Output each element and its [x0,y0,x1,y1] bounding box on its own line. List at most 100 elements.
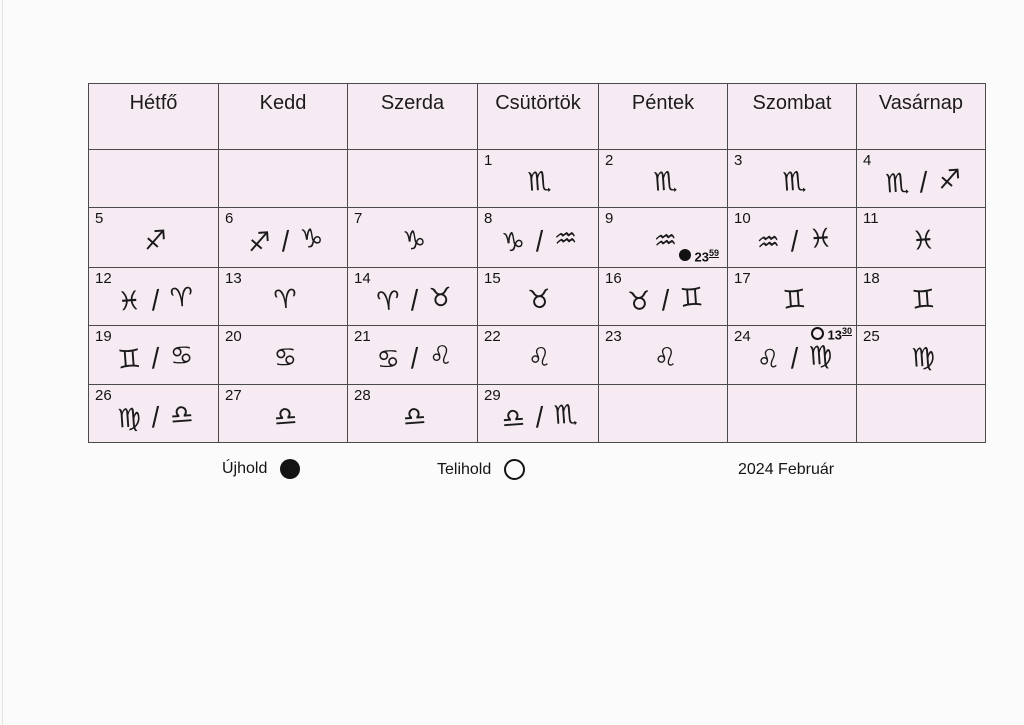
legend-new-moon: Újhold [222,459,301,479]
calendar-cell: 26 ♍ / ♎ [88,384,219,443]
zodiac-signs: ♈ [272,284,299,316]
zodiac-signs: ♑ / ♒ [500,223,580,259]
calendar-cell: 28 ♎ [347,384,478,443]
new-moon-label: Újhold [222,460,268,477]
calendar-cell: 15 ♉ [477,267,599,326]
weekday-header: Szombat [727,83,857,150]
day-number: 24 [734,328,751,345]
zodiac-signs: ♐ / ♑ [246,223,325,259]
calendar-cell [598,384,728,443]
zodiac-signs: ♎ / ♏ [500,399,580,435]
calendar-cell: 6 ♐ / ♑ [218,207,348,268]
day-number: 6 [225,210,234,227]
day-number: 16 [605,270,622,287]
day-number: 3 [734,152,743,169]
calendar-cell: 2 ♏ [598,149,728,208]
full-moon-icon [810,327,824,340]
zodiac-signs: ♏ [652,166,679,198]
day-number: 27 [225,387,242,404]
day-number: 29 [484,387,501,404]
day-number: 12 [95,270,112,287]
zodiac-signs: ♊ [910,284,937,316]
scan-edge-artifact [2,0,3,725]
weekday-header: Hétfő [88,83,219,150]
calendar-cell [856,384,986,443]
day-number: 18 [863,270,880,287]
calendar-cell: 16 ♉ / ♊ [598,267,728,326]
zodiac-signs: ♏ [527,166,554,198]
zodiac-signs: ♐ [142,225,170,257]
full-moon-icon [504,459,526,480]
day-number: 7 [354,210,363,227]
legend-full-moon: Telihold [437,459,526,480]
zodiac-signs: ♉ [527,284,554,316]
zodiac-signs: ♎ [272,401,299,433]
zodiac-signs: ♈ / ♉ [375,282,455,318]
calendar-cell: 27 ♎ [218,384,348,443]
day-number: 4 [863,152,872,169]
calendar-cell: 22 ♌ [477,325,599,385]
calendar-cell: 7 ♑ [347,207,478,268]
calendar-cell: 3 ♏ [727,149,857,208]
moon-time: 2359 [694,247,719,264]
calendar-cell: 21 ♋ / ♌ [347,325,478,385]
zodiac-signs: ♊ [781,284,808,316]
calendar-cell: 9 ♒ 2359 [598,207,728,268]
zodiac-signs: ♍ / ♎ [116,399,196,435]
zodiac-signs: ♌ [652,342,679,375]
zodiac-signs: ♒ [652,225,679,257]
day-number: 28 [354,387,371,404]
new-moon-annotation: 2359 [678,247,719,264]
zodiac-signs: ♌ / ♍ [755,340,834,377]
calendar-cell: 18 ♊ [856,267,986,326]
calendar-cell: 23 ♌ [598,325,728,385]
calendar-cell: 25 ♍ [856,325,986,385]
day-number: 20 [225,328,242,345]
month-title: 2024 Február [738,461,835,478]
zodiac-signs: ♍ [910,342,937,375]
day-number: 1 [484,152,493,169]
zodiac-signs: ♏ [781,166,808,198]
zodiac-signs: ♌ [527,342,554,375]
calendar-cell: 20 ♋ [218,325,348,385]
zodiac-signs: ♋ / ♌ [375,340,455,377]
weekday-header: Kedd [218,83,348,150]
zodiac-signs: ♉ / ♊ [626,282,705,318]
day-number: 10 [734,210,751,227]
calendar-cell [727,384,857,443]
full-moon-label: Telihold [437,460,492,478]
calendar-cell: 5 ♐ [88,207,219,268]
new-moon-icon [678,248,691,261]
day-number: 22 [484,328,501,345]
zodiac-signs: ♎ [401,401,429,433]
day-number: 26 [95,387,112,404]
weekday-header: Csütörtök [477,83,599,150]
zodiac-signs: ♊ / ♋ [116,340,196,377]
moon-time: 1330 [827,326,852,343]
weekday-header: Péntek [598,83,728,150]
calendar-cell: 29 ♎ / ♏ [477,384,599,443]
day-number: 11 [863,210,879,227]
day-number: 15 [484,270,501,287]
calendar-cell: 13 ♈ [218,267,348,326]
calendar-cell: 10 ♒ / ♓ [727,207,857,268]
new-moon-icon [280,459,301,479]
month-grid: Hétfő Kedd Szerda Csütörtök Péntek Szombat Vas… [88,83,986,443]
weekday-header: Szerda [347,83,478,150]
calendar-cell [88,149,219,208]
day-number: 2 [605,152,614,169]
day-number: 5 [95,210,104,227]
day-number: 17 [734,270,751,287]
day-number: 19 [95,328,112,345]
calendar-cell: 24 ♌ / ♍ 1330 [727,325,857,385]
zodiac-signs: ♓ / ♈ [116,282,196,318]
zodiac-signs: ♑ [401,225,429,257]
calendar-cell [218,149,348,208]
full-moon-annotation: 1330 [810,326,852,343]
calendar-cell [347,149,478,208]
calendar-cell: 4 ♏ / ♐ [856,149,986,208]
day-number: 23 [605,328,622,345]
zodiac-signs: ♒ / ♓ [755,223,834,259]
calendar-cell: 12 ♓ / ♈ [88,267,219,326]
zodiac-signs: ♋ [272,342,299,375]
